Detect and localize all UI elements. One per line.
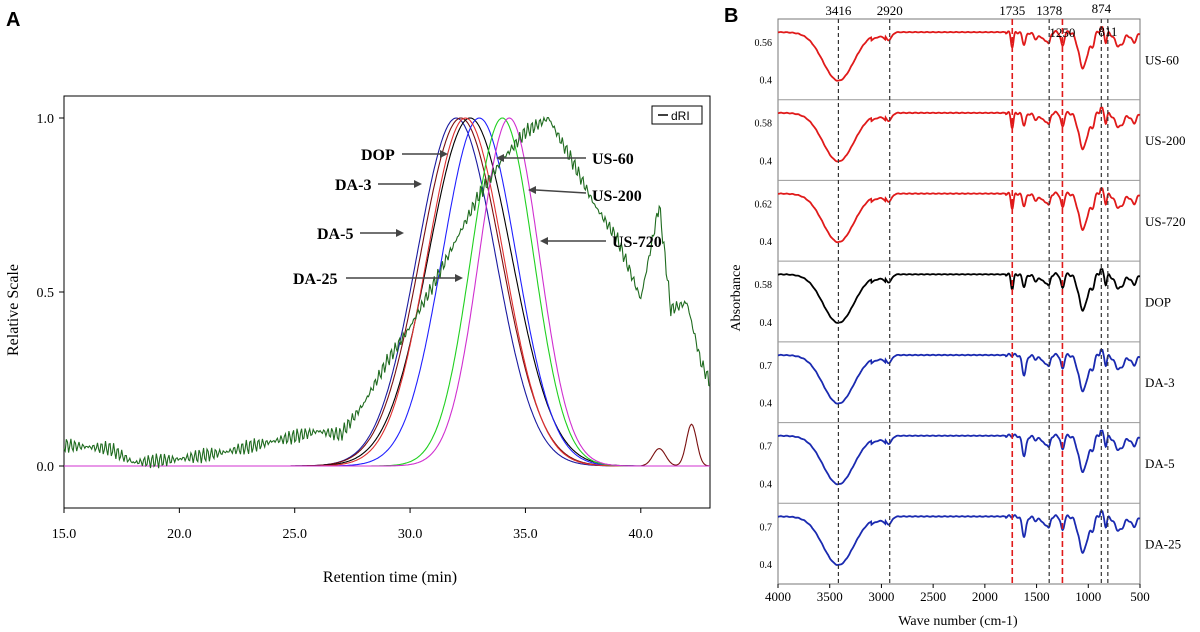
x-tick-label: 2000	[972, 589, 998, 604]
panel-b-xlabel: Wave number (cm-1)	[898, 614, 1018, 629]
track-ytick-high: 0.56	[755, 38, 773, 49]
x-tick-label: 35.0	[513, 527, 538, 542]
track-ytick-high: 0.7	[760, 522, 773, 533]
arrowhead-da3	[414, 180, 422, 188]
x-tick-label: 3000	[868, 589, 894, 604]
track-ytick-low: 0.4	[760, 76, 773, 87]
panel-a-plot-frame	[63, 95, 711, 509]
x-tick-label: 1500	[1024, 589, 1050, 604]
x-tick-label: 20.0	[167, 527, 192, 542]
panel-a-chart: A 15.0 20.0 25.0 30.0 35.0 40.00.00.51.0 dRI …	[5, 9, 711, 586]
track-ytick-low: 0.4	[760, 237, 773, 248]
label-dop: DOP	[361, 147, 395, 164]
arrowhead-da25	[455, 274, 463, 282]
track-ytick-low: 0.4	[760, 479, 773, 490]
reference-label-874: 874	[1092, 1, 1112, 16]
track-ytick-low: 0.4	[760, 399, 773, 410]
track-ytick-high: 0.62	[755, 199, 773, 210]
track-label-da-25: DA-25	[1145, 537, 1181, 552]
reference-label-811: 811	[1098, 24, 1117, 39]
panel-a-legend: dRI	[651, 105, 703, 125]
track-label-da-5: DA-5	[1145, 456, 1175, 471]
track-label-da-3: DA-3	[1145, 375, 1175, 390]
reference-label-1250: 1250	[1049, 25, 1075, 40]
arrowhead-da5	[396, 229, 404, 237]
reference-label-3416: 3416	[825, 3, 852, 18]
spectrum-dop	[778, 268, 1141, 324]
label-da25: DA-25	[293, 271, 337, 288]
y-tick-label: 0.0	[37, 460, 55, 475]
arrowhead-us60	[496, 154, 504, 162]
series-line-us-60	[64, 117, 710, 467]
panel-b-ticks: 4000 3500 3000 2500 2000 1500 1000 500	[765, 584, 1150, 604]
series-line-dop	[64, 117, 710, 467]
spectrum-us-200	[777, 106, 1141, 163]
x-tick-label: 40.0	[629, 527, 654, 542]
x-tick-label: 15.0	[52, 527, 77, 542]
track-ytick-high: 0.58	[755, 119, 773, 130]
panel-a-curve-labels: DOP DA-3 DA-5 DA-25 US-60 US-200 US-720	[293, 147, 662, 288]
series-line-da-3	[64, 117, 711, 467]
track-label-us-720: US-720	[1145, 214, 1185, 229]
series-line-us-200	[64, 117, 710, 467]
panel-a-letter: A	[6, 9, 20, 31]
panel-b-letter: B	[724, 5, 738, 27]
panel-a-ylabel: Relative Scale	[5, 264, 22, 356]
track-ytick-low: 0.4	[760, 318, 773, 329]
label-us200: US-200	[592, 188, 642, 205]
spectrum-da-3	[778, 349, 1140, 405]
legend-box	[651, 105, 703, 125]
track-label-dop: DOP	[1145, 295, 1171, 310]
series-line-da-25-broad	[63, 115, 711, 469]
label-da5: DA-5	[317, 226, 353, 243]
series-line-us-720	[64, 117, 710, 467]
y-tick-label: 1.0	[37, 112, 55, 127]
arrowhead-us200	[528, 186, 536, 194]
label-us720: US-720	[612, 234, 662, 251]
spectrum-us-60	[777, 26, 1141, 82]
arrowhead-dop	[440, 150, 448, 158]
track-label-us-200: US-200	[1145, 133, 1185, 148]
panel-a-curves	[63, 115, 711, 469]
series-line-da-5	[64, 117, 710, 467]
label-da3: DA-3	[335, 177, 371, 194]
x-tick-label: 1000	[1075, 589, 1101, 604]
track-ytick-high: 0.7	[760, 442, 773, 453]
spectrum-da-25	[778, 510, 1141, 566]
spectrum-da-5	[778, 429, 1141, 486]
track-ytick-high: 0.58	[755, 280, 773, 291]
x-tick-label: 3500	[817, 589, 843, 604]
legend-label: dRI	[671, 109, 690, 123]
track-ytick-low: 0.4	[760, 560, 773, 571]
x-tick-label: 2500	[920, 589, 946, 604]
reference-label-2920: 2920	[877, 3, 903, 18]
panel-a-xlabel: Retention time (min)	[323, 569, 457, 586]
track-ytick-high: 0.7	[760, 361, 773, 372]
x-tick-label: 500	[1130, 589, 1150, 604]
label-us60: US-60	[592, 151, 634, 168]
reference-label-1378: 1378	[1036, 3, 1062, 18]
spectrum-us-720	[778, 187, 1141, 244]
arrowhead-us720	[540, 237, 548, 245]
panel-b-frame	[777, 18, 1141, 585]
arrow-us200	[535, 189, 587, 194]
x-tick-label: 25.0	[282, 527, 307, 542]
panel-a-ticks: 15.0 20.0 25.0 30.0 35.0 40.0 0.0 0.5 1.0	[37, 112, 654, 542]
track-ytick-low: 0.4	[760, 156, 773, 167]
panel-b-reference-lines: 3416 2920 1735 1378 1250 874 811	[825, 1, 1117, 584]
reference-label-1735: 1735	[999, 3, 1025, 18]
track-label-us-60: US-60	[1145, 52, 1179, 67]
panel-b-tracks: 0.56 0.4 US-60 0.58 0.4 US-200 0.62 0.4 US-720 0.…	[755, 18, 1185, 585]
panel-b-ylabel: Absorbance	[729, 265, 744, 332]
series-line-da-25	[64, 117, 710, 467]
y-tick-label: 0.5	[37, 286, 55, 301]
x-tick-label: 4000	[765, 589, 791, 604]
x-tick-label: 30.0	[398, 527, 423, 542]
